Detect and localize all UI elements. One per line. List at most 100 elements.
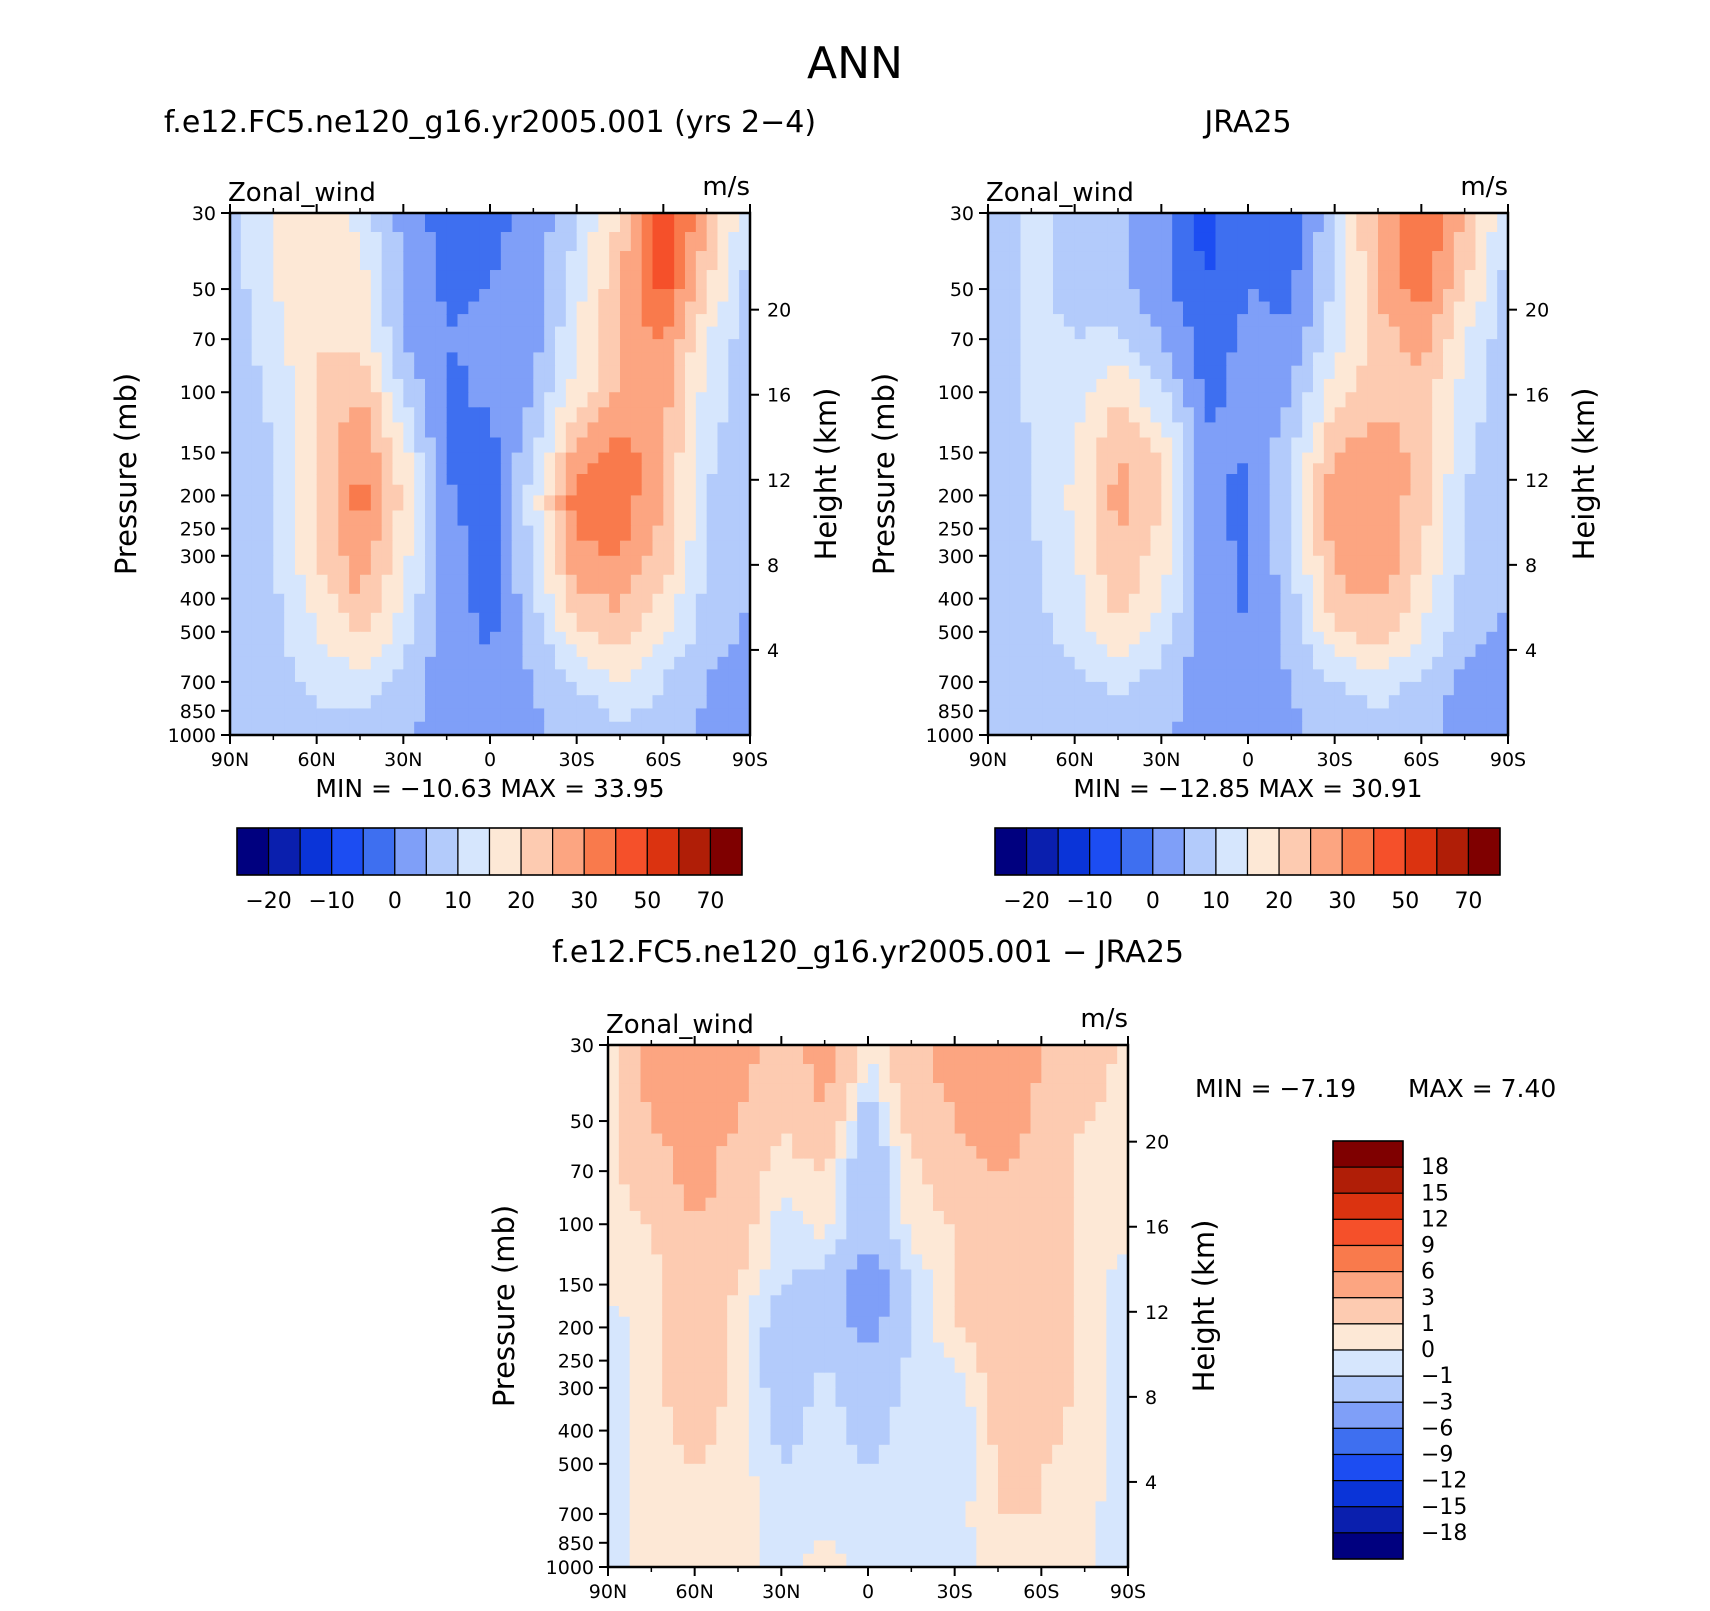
data-cell [695,484,708,497]
data-cell [425,593,437,614]
data-cell [1019,1269,1032,1286]
colorbar-swatch [1373,827,1406,876]
data-cell [1117,1239,1128,1256]
data-cell [998,1210,1010,1225]
data-cell [911,1045,923,1065]
data-cell [803,1357,815,1374]
data-cell [305,495,318,512]
data-cell [1161,463,1173,475]
data-cell [1378,681,1390,696]
data-cell [533,644,545,658]
data-cell [1084,1254,1097,1271]
data-cell [1226,555,1238,576]
data-cell [457,540,469,557]
data-cell [533,669,545,683]
data-cell [468,232,480,252]
data-cell [609,695,621,710]
data-cell [824,1184,837,1199]
data-cell [230,644,242,658]
data-cell [1019,1197,1032,1212]
data-cell [1161,232,1173,252]
data-cell [381,695,394,710]
data-cell [1410,251,1422,271]
data-cell [630,437,643,454]
data-cell [933,1269,945,1286]
data-cell [1323,270,1336,290]
data-cell [813,1224,826,1240]
data-cell [1183,213,1195,233]
data-cell [803,1064,815,1084]
data-cell [500,669,513,683]
data-cell [305,612,318,633]
data-cell [273,612,285,633]
data-cell [1334,213,1347,233]
data-cell [1302,540,1314,557]
data-cell [446,301,459,315]
data-cell [857,1425,869,1446]
data-cell [1107,301,1119,315]
data-cell [685,540,697,557]
data-cell [630,484,643,497]
data-cell [608,1083,620,1103]
data-cell [1248,555,1260,576]
data-cell [1464,721,1477,735]
data-cell [1074,437,1087,454]
data-cell [1074,593,1087,614]
x-tick-label: 30N [1142,749,1180,771]
data-cell [988,708,1000,723]
data-cell [479,213,491,233]
data-cell [1074,644,1087,658]
data-cell [965,1224,977,1240]
data-cell [640,1327,652,1344]
data-cell [1019,1444,1032,1465]
data-cell [965,1295,977,1307]
data-cell [511,593,524,614]
data-cell [544,631,556,645]
data-cell [1313,407,1325,424]
data-cell [695,495,708,512]
data-cell [943,1133,956,1147]
data-cell [522,213,534,233]
data-cell [1453,708,1466,723]
data-cell [576,525,589,542]
data-cell [889,1406,902,1427]
data-cell [748,1444,761,1465]
data-cell [1453,437,1466,454]
data-cell [414,708,426,723]
data-cell [998,1327,1010,1344]
data-cell [1334,631,1347,645]
data-cell [381,301,394,315]
data-cell [1443,213,1455,233]
data-cell [1345,631,1357,645]
data-cell [327,540,339,557]
data-cell [640,1357,652,1374]
data-cell [1388,695,1401,710]
data-cell [738,1083,750,1103]
data-cell [349,392,361,408]
data-cell [1096,365,1108,380]
data-cell [435,339,448,353]
data-cell [620,540,632,557]
data-cell [663,339,675,353]
data-cell [651,1064,663,1084]
data-cell [770,1184,782,1199]
data-cell [1269,270,1282,290]
data-cell [1084,1327,1097,1344]
data-cell [1030,1444,1042,1465]
data-cell [1041,1171,1053,1185]
data-cell [889,1316,902,1329]
data-cell [511,695,524,710]
data-cell [500,339,513,353]
data-cell [1161,708,1173,723]
data-cell [1475,495,1487,512]
data-cell [674,270,686,290]
data-cell [922,1045,934,1065]
data-cell [1096,339,1108,353]
data-cell [338,352,350,367]
data-cell [490,301,502,315]
data-cell [813,1342,826,1359]
data-cell [770,1284,782,1296]
data-cell [230,463,242,475]
data-cell [674,289,686,303]
